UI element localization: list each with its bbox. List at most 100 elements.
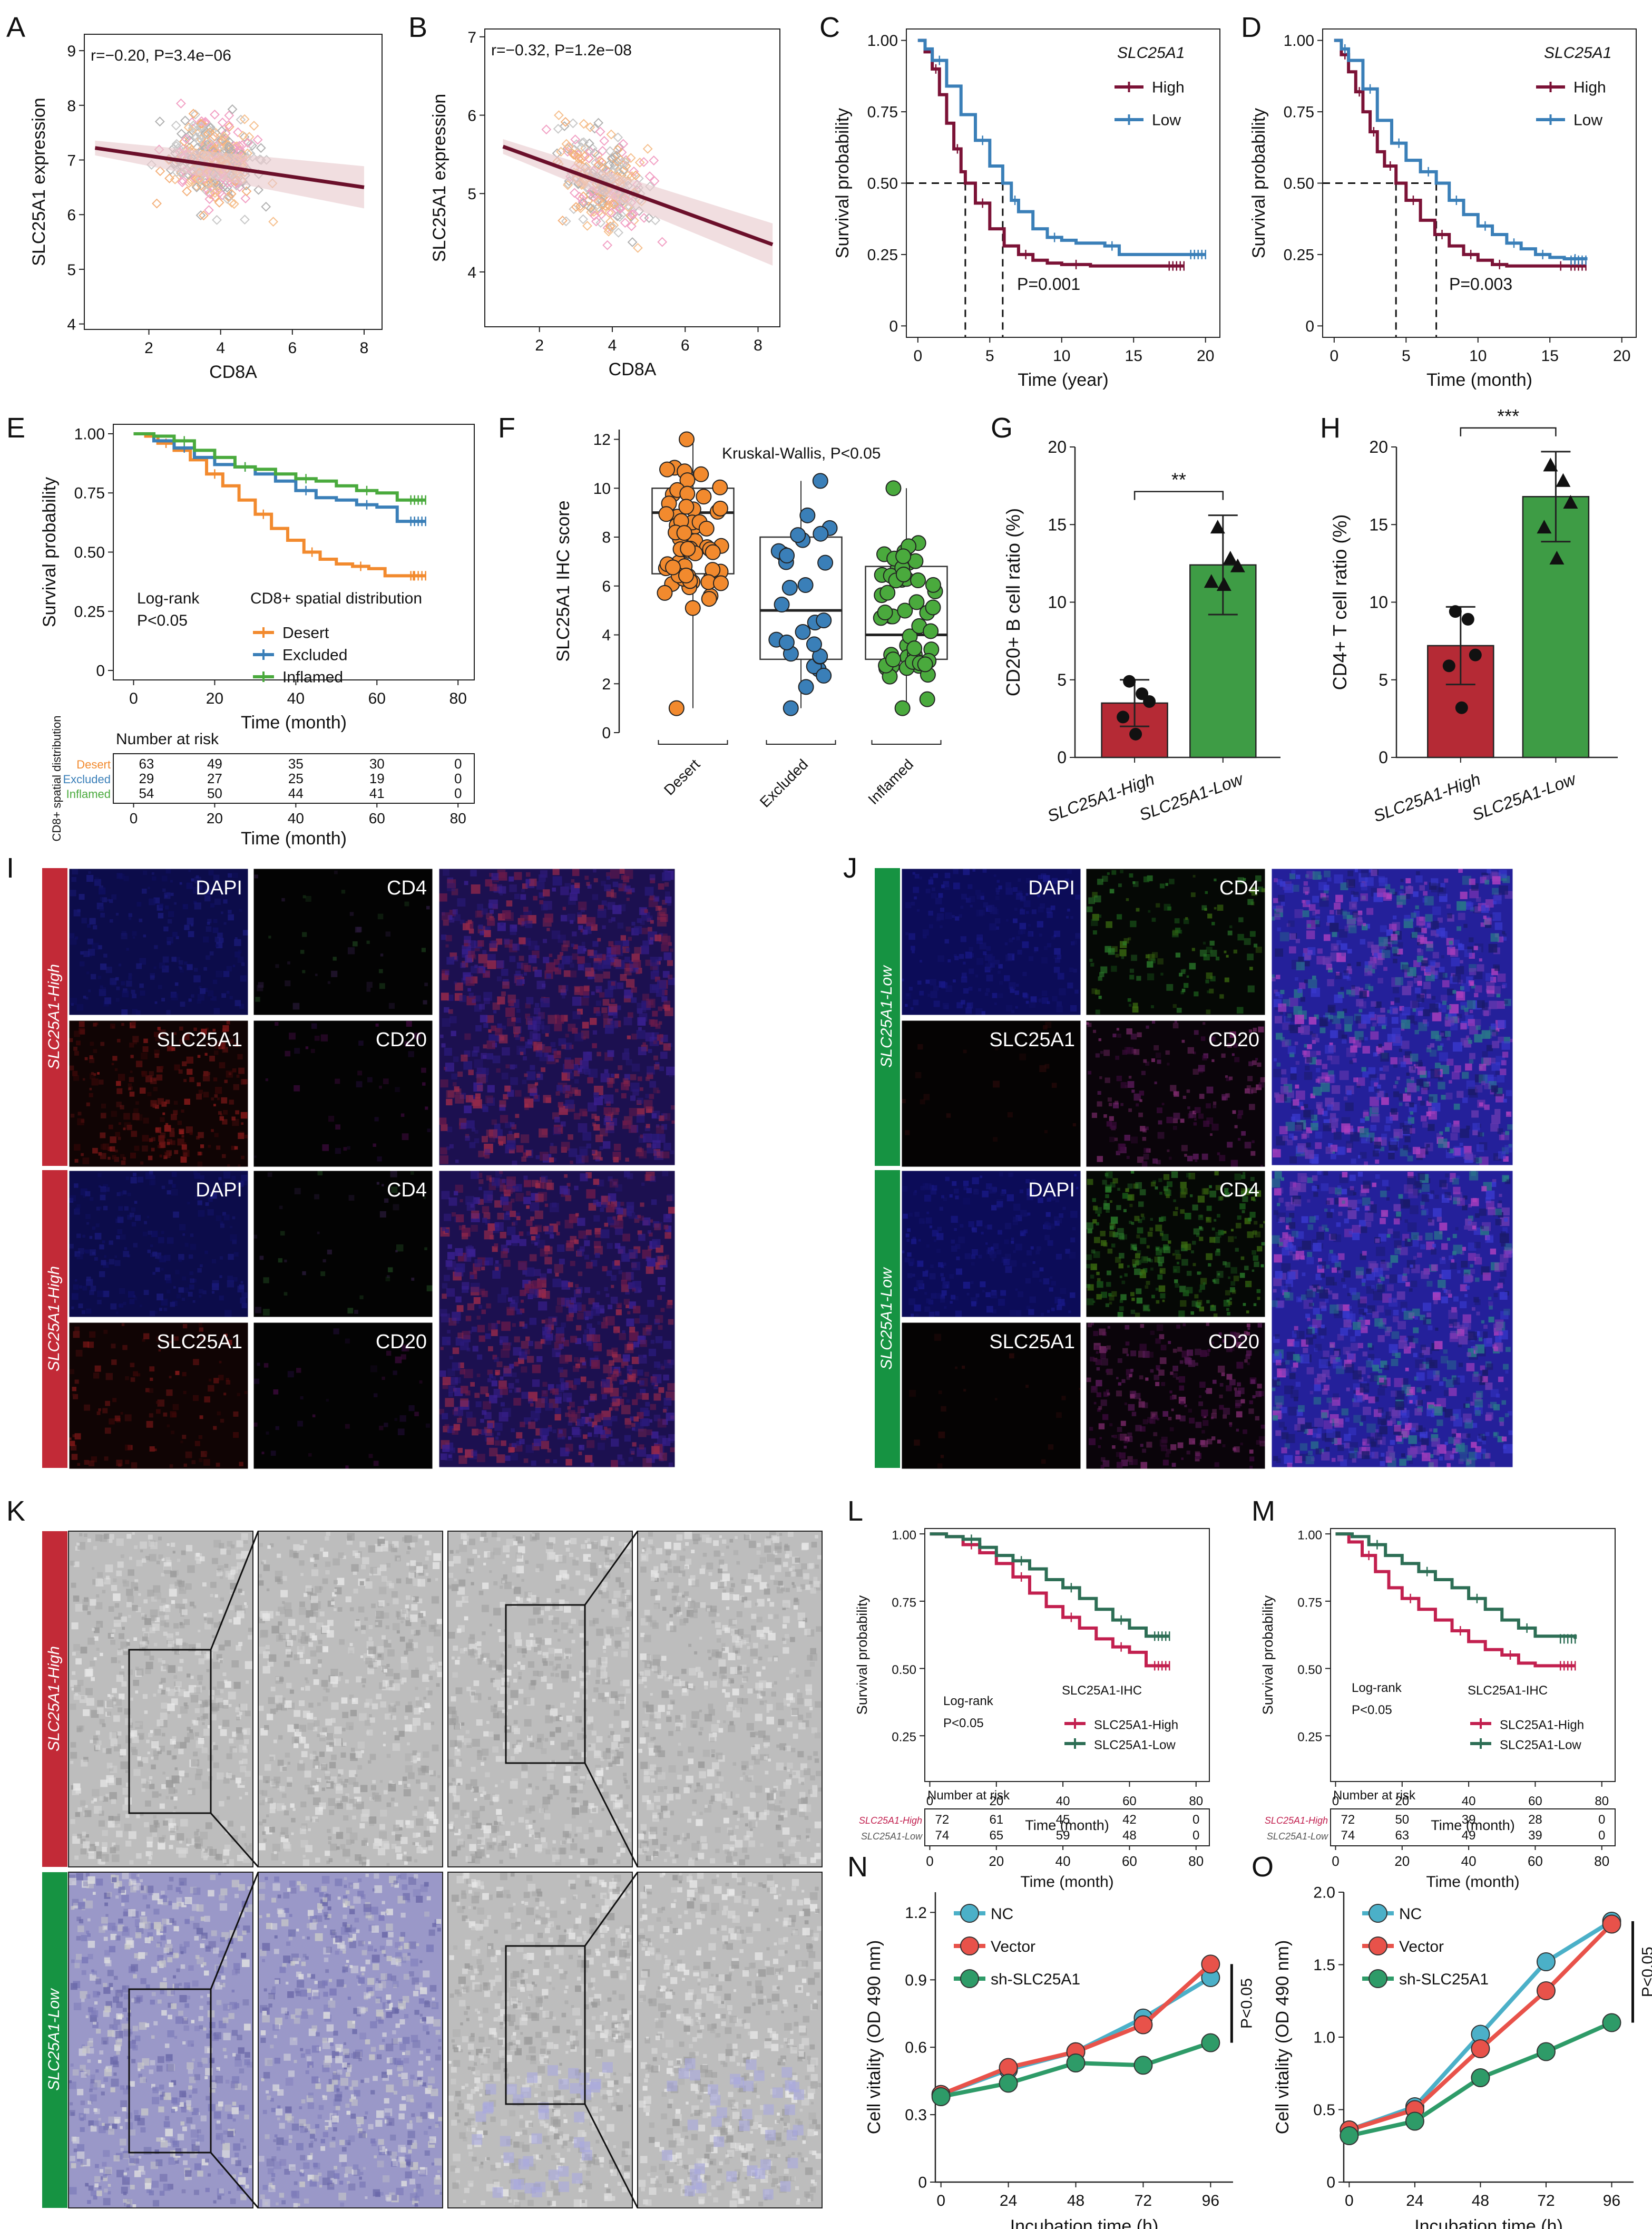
scatter-point bbox=[613, 227, 624, 238]
image-texture bbox=[603, 1014, 609, 1019]
image-texture bbox=[625, 947, 630, 952]
image-texture bbox=[79, 1021, 85, 1027]
image-texture bbox=[422, 1082, 426, 1086]
legend-label: sh-SLC25A1 bbox=[1399, 1971, 1489, 1988]
image-texture bbox=[85, 1191, 91, 1196]
image-texture bbox=[78, 1303, 83, 1308]
y-tick-label: 1.2 bbox=[905, 1904, 927, 1922]
legend-label: SLC25A1-High bbox=[1500, 1718, 1584, 1732]
image-texture bbox=[561, 1322, 566, 1328]
image-texture bbox=[117, 874, 121, 877]
image-texture bbox=[643, 1133, 652, 1143]
x-axis-title: CD8A bbox=[209, 362, 257, 382]
image-texture bbox=[102, 1408, 108, 1414]
y-tick-label: 6 bbox=[67, 207, 76, 224]
image-texture bbox=[1152, 1158, 1158, 1164]
image-texture bbox=[188, 1254, 193, 1259]
image-texture bbox=[560, 1378, 564, 1383]
image-texture bbox=[241, 1122, 244, 1125]
image-texture bbox=[471, 1210, 480, 1219]
legend-title: SLC25A1-IHC bbox=[1468, 1683, 1548, 1698]
image-texture bbox=[226, 1020, 230, 1025]
image-texture bbox=[923, 935, 927, 939]
panel-letter-c: C bbox=[819, 12, 840, 43]
image-texture bbox=[419, 1380, 423, 1384]
scatter-point bbox=[170, 174, 180, 184]
image-texture bbox=[104, 997, 112, 1005]
image-texture bbox=[532, 1379, 540, 1387]
image-texture bbox=[188, 931, 194, 938]
risk-table-frame bbox=[1330, 1808, 1616, 1846]
image-texture bbox=[80, 961, 85, 967]
image-texture bbox=[636, 1114, 645, 1123]
image-texture bbox=[664, 1232, 671, 1239]
image-texture bbox=[234, 937, 238, 940]
image-texture bbox=[439, 1155, 448, 1164]
image-texture bbox=[545, 1033, 549, 1037]
image-texture bbox=[906, 993, 910, 997]
image-texture bbox=[91, 974, 96, 980]
scatter-point bbox=[171, 120, 181, 131]
image-texture bbox=[625, 979, 635, 988]
image-texture bbox=[499, 1170, 503, 1174]
image-texture bbox=[197, 999, 202, 1004]
image-texture bbox=[614, 1243, 621, 1249]
image-texture bbox=[578, 1271, 583, 1276]
image-texture bbox=[649, 1081, 656, 1088]
image-texture bbox=[411, 1277, 415, 1281]
image-texture bbox=[217, 1411, 221, 1416]
risk-value: 0 bbox=[454, 771, 462, 786]
image-texture bbox=[497, 1294, 506, 1303]
image-texture bbox=[458, 1225, 464, 1230]
image-texture bbox=[164, 892, 171, 899]
image-texture bbox=[637, 1369, 643, 1376]
scatter-point bbox=[563, 141, 574, 152]
image-texture bbox=[206, 955, 210, 960]
image-texture bbox=[925, 979, 930, 984]
image-texture bbox=[90, 1197, 94, 1201]
image-texture bbox=[526, 1205, 530, 1209]
x-tick-label: 60 bbox=[1528, 1794, 1542, 1808]
image-texture bbox=[1093, 1029, 1097, 1033]
image-texture bbox=[528, 955, 537, 963]
image-texture bbox=[637, 1147, 642, 1152]
box-point bbox=[897, 602, 913, 619]
image-texture bbox=[654, 1223, 661, 1231]
image-texture bbox=[175, 1370, 180, 1375]
image-texture bbox=[578, 901, 587, 910]
image-texture bbox=[1091, 1112, 1097, 1118]
image-texture bbox=[649, 1094, 654, 1099]
image-texture bbox=[1459, 1143, 1463, 1146]
image-texture bbox=[462, 923, 470, 931]
image-texture bbox=[595, 1253, 600, 1258]
image-texture bbox=[1044, 1064, 1050, 1069]
image-texture bbox=[1205, 891, 1208, 894]
box-point bbox=[925, 599, 941, 616]
image-texture bbox=[570, 1235, 577, 1243]
image-texture bbox=[189, 1132, 193, 1135]
image-texture bbox=[1295, 1060, 1299, 1065]
image-texture bbox=[511, 1188, 515, 1193]
image-texture bbox=[936, 917, 941, 921]
image-texture bbox=[509, 876, 514, 882]
image-texture bbox=[182, 1372, 187, 1377]
y-tick-label: 6 bbox=[467, 108, 476, 125]
image-texture bbox=[204, 1250, 208, 1254]
image-texture bbox=[237, 1286, 245, 1293]
image-texture bbox=[213, 1077, 218, 1082]
image-texture bbox=[121, 933, 128, 940]
image-texture bbox=[133, 1108, 139, 1114]
image-texture bbox=[901, 1098, 906, 1104]
image-texture bbox=[619, 869, 625, 874]
risk-x-tick-label: 0 bbox=[130, 810, 138, 826]
image-texture bbox=[940, 925, 943, 929]
image-texture bbox=[512, 1372, 517, 1378]
image-texture bbox=[656, 988, 665, 997]
image-texture bbox=[933, 1000, 940, 1007]
survival-curve-1 bbox=[917, 38, 1206, 256]
image-texture bbox=[560, 952, 563, 956]
statistics-text: P<0.05 bbox=[1352, 1703, 1392, 1717]
